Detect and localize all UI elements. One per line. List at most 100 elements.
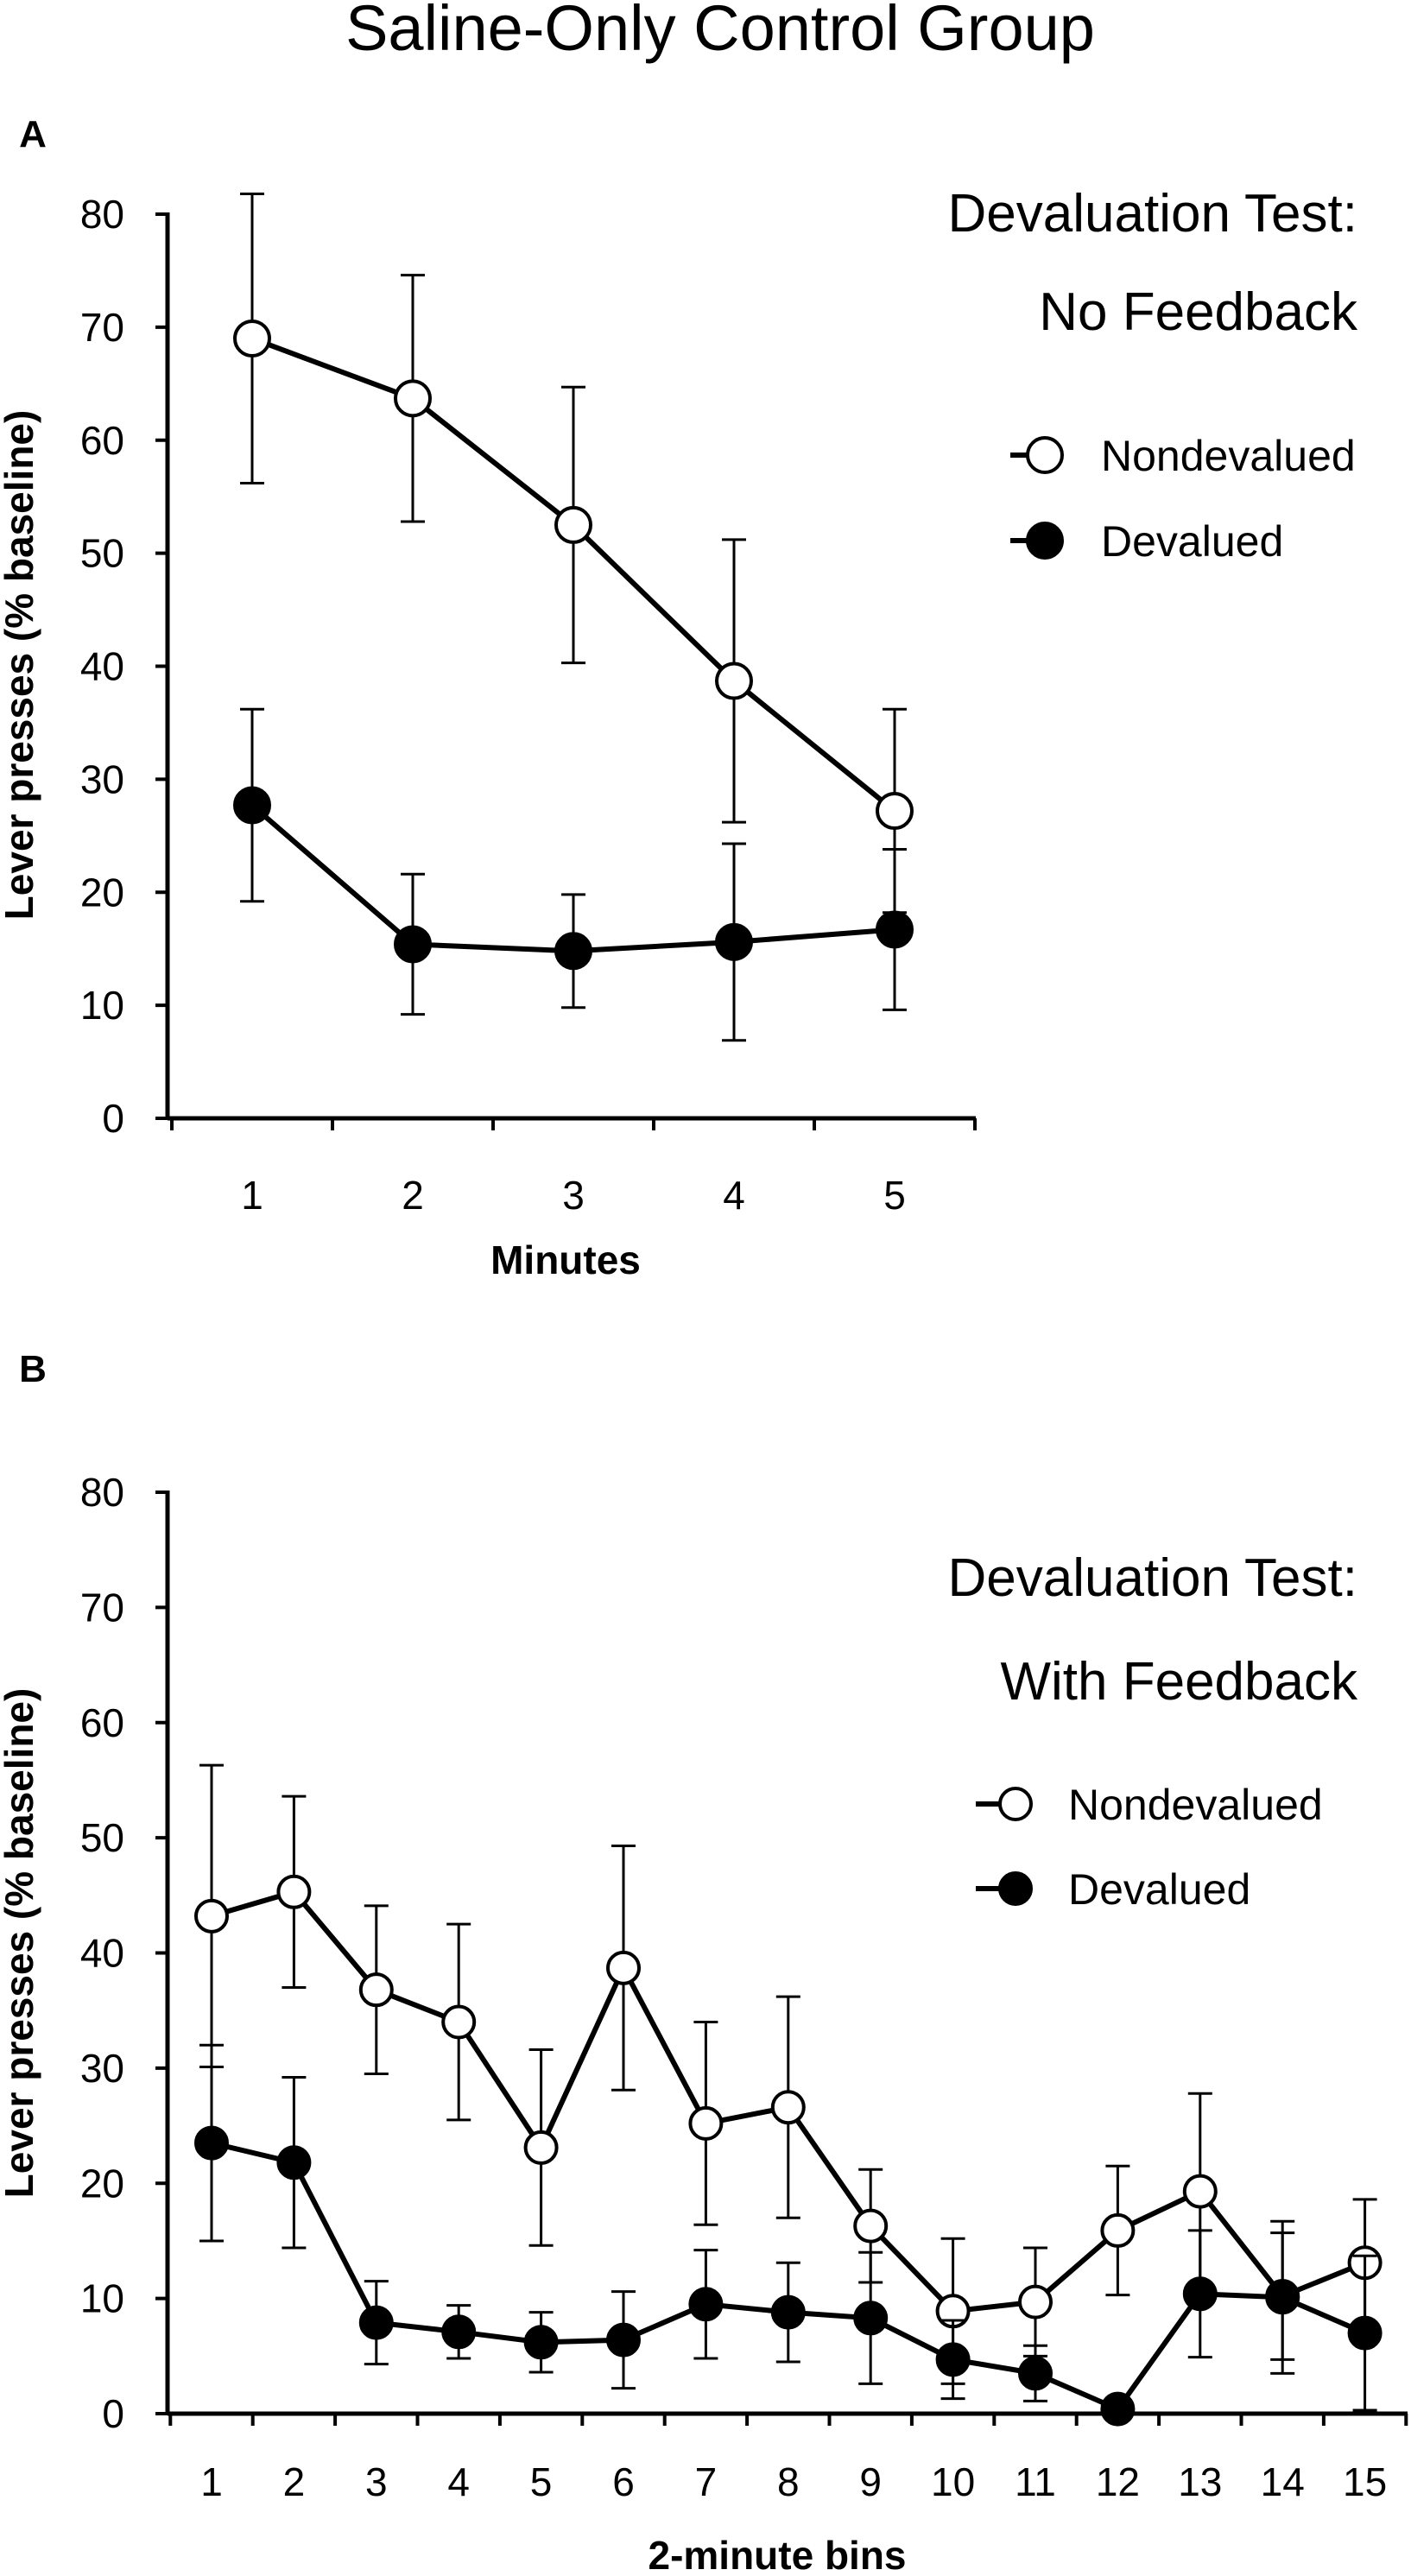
x-tick-label: 3 (562, 1173, 585, 1218)
data-point (876, 910, 914, 949)
x-axis-title: 2-minute bins (648, 2533, 906, 2576)
x-tick-label: 1 (200, 2459, 223, 2504)
data-point (441, 2314, 477, 2350)
y-tick-label: 70 (80, 305, 124, 350)
legend-marker (1026, 522, 1064, 560)
chart-subtitle: No Feedback (1039, 282, 1358, 342)
data-point (441, 2004, 477, 2040)
x-tick-label: 4 (723, 1173, 745, 1218)
y-axis-title: Lever presses (% baseline) (0, 410, 41, 921)
x-tick-label: 14 (1261, 2459, 1305, 2504)
x-tick-label: 4 (447, 2459, 470, 2504)
chart-title: Devaluation Test: (948, 1548, 1357, 1608)
data-point (358, 1972, 394, 2008)
series-nondevalued (194, 1763, 1383, 2385)
data-point (194, 1898, 229, 1934)
x-tick-label: 2 (283, 2459, 306, 2504)
data-point (554, 932, 592, 971)
x-tick-label: 12 (1096, 2459, 1140, 2504)
x-tick-label: 5 (883, 1173, 906, 1218)
data-point (715, 922, 753, 961)
y-tick-label: 50 (80, 531, 124, 576)
data-point (358, 2305, 394, 2340)
x-tick-label: 8 (777, 2459, 800, 2504)
x-tick-label: 15 (1343, 2459, 1387, 2504)
y-tick-label: 20 (80, 2161, 124, 2206)
data-point (688, 2105, 724, 2141)
legend-label: Devalued (1101, 517, 1283, 566)
data-point (606, 2322, 641, 2358)
legend-label: Nondevalued (1101, 432, 1356, 480)
x-tick-label: 5 (530, 2459, 553, 2504)
data-point (554, 505, 592, 544)
x-tick-label: 13 (1178, 2459, 1222, 2504)
y-tick-label: 10 (80, 983, 124, 1028)
figure-title: Saline-Only Control Group (345, 0, 1095, 64)
data-point (715, 661, 753, 700)
panel-label: A (19, 113, 47, 155)
legend-label: Devalued (1068, 1865, 1250, 1914)
data-point (523, 2325, 559, 2360)
data-point (523, 2130, 559, 2165)
series-nondevalued (233, 192, 914, 915)
data-point (1182, 2276, 1218, 2312)
y-tick-label: 70 (80, 1585, 124, 1630)
y-tick-label: 40 (80, 1931, 124, 1976)
x-tick-label: 1 (241, 1173, 263, 1218)
data-point (770, 2294, 806, 2330)
y-tick-label: 20 (80, 870, 124, 915)
x-tick-label: 10 (931, 2459, 975, 2504)
y-tick-label: 40 (80, 644, 124, 689)
data-point (394, 379, 432, 418)
x-tick-label: 3 (365, 2459, 388, 2504)
data-point (1182, 2174, 1218, 2209)
y-tick-label: 0 (102, 2391, 124, 2436)
y-tick-label: 10 (80, 2276, 124, 2321)
x-tick-label: 6 (612, 2459, 635, 2504)
x-tick-label: 7 (695, 2459, 718, 2504)
data-point (853, 2301, 889, 2336)
y-tick-label: 30 (80, 2046, 124, 2091)
chart-subtitle: With Feedback (1000, 1652, 1358, 1712)
x-tick-label: 11 (1015, 2459, 1056, 2504)
y-tick-label: 0 (102, 1096, 124, 1141)
data-point (276, 1874, 312, 1909)
data-point (1100, 2212, 1136, 2248)
y-tick-label: 60 (80, 1700, 124, 1745)
data-point (1018, 2356, 1053, 2391)
panel-label: B (19, 1348, 47, 1390)
chart-title: Devaluation Test: (948, 184, 1357, 244)
y-tick-label: 60 (80, 418, 124, 463)
data-point (1265, 2280, 1300, 2315)
y-tick-label: 50 (80, 1815, 124, 1860)
series-devalued (194, 2043, 1383, 2427)
data-point (876, 792, 914, 831)
legend-label: Nondevalued (1068, 1781, 1323, 1829)
y-axis-title: Lever presses (% baseline) (0, 1688, 41, 2199)
data-point (1100, 2391, 1136, 2427)
x-tick-label: 9 (859, 2459, 882, 2504)
data-point (394, 925, 432, 964)
data-point (606, 1950, 641, 1985)
data-point (1347, 2315, 1383, 2351)
series-devalued (233, 707, 914, 1042)
legend-marker (998, 1871, 1033, 1906)
panel-a: A 0 10 20 30 40 50 60 70 80 1 2 3 4 5 Minutes Lever pres… (0, 113, 1358, 1282)
y-tick-label: 80 (80, 1470, 124, 1515)
data-point (1018, 2284, 1053, 2320)
x-axis-title: Minutes (490, 1237, 641, 1282)
data-point (233, 786, 271, 825)
data-point (276, 2145, 312, 2180)
data-point (853, 2208, 889, 2244)
legend-marker (1026, 436, 1064, 474)
data-point (194, 2125, 229, 2161)
data-point (935, 2342, 971, 2377)
data-point (233, 319, 271, 358)
x-tick-label: 2 (402, 1173, 424, 1218)
y-tick-label: 30 (80, 756, 124, 801)
data-point (688, 2287, 724, 2322)
y-tick-label: 80 (80, 192, 124, 237)
data-point (770, 2090, 806, 2125)
